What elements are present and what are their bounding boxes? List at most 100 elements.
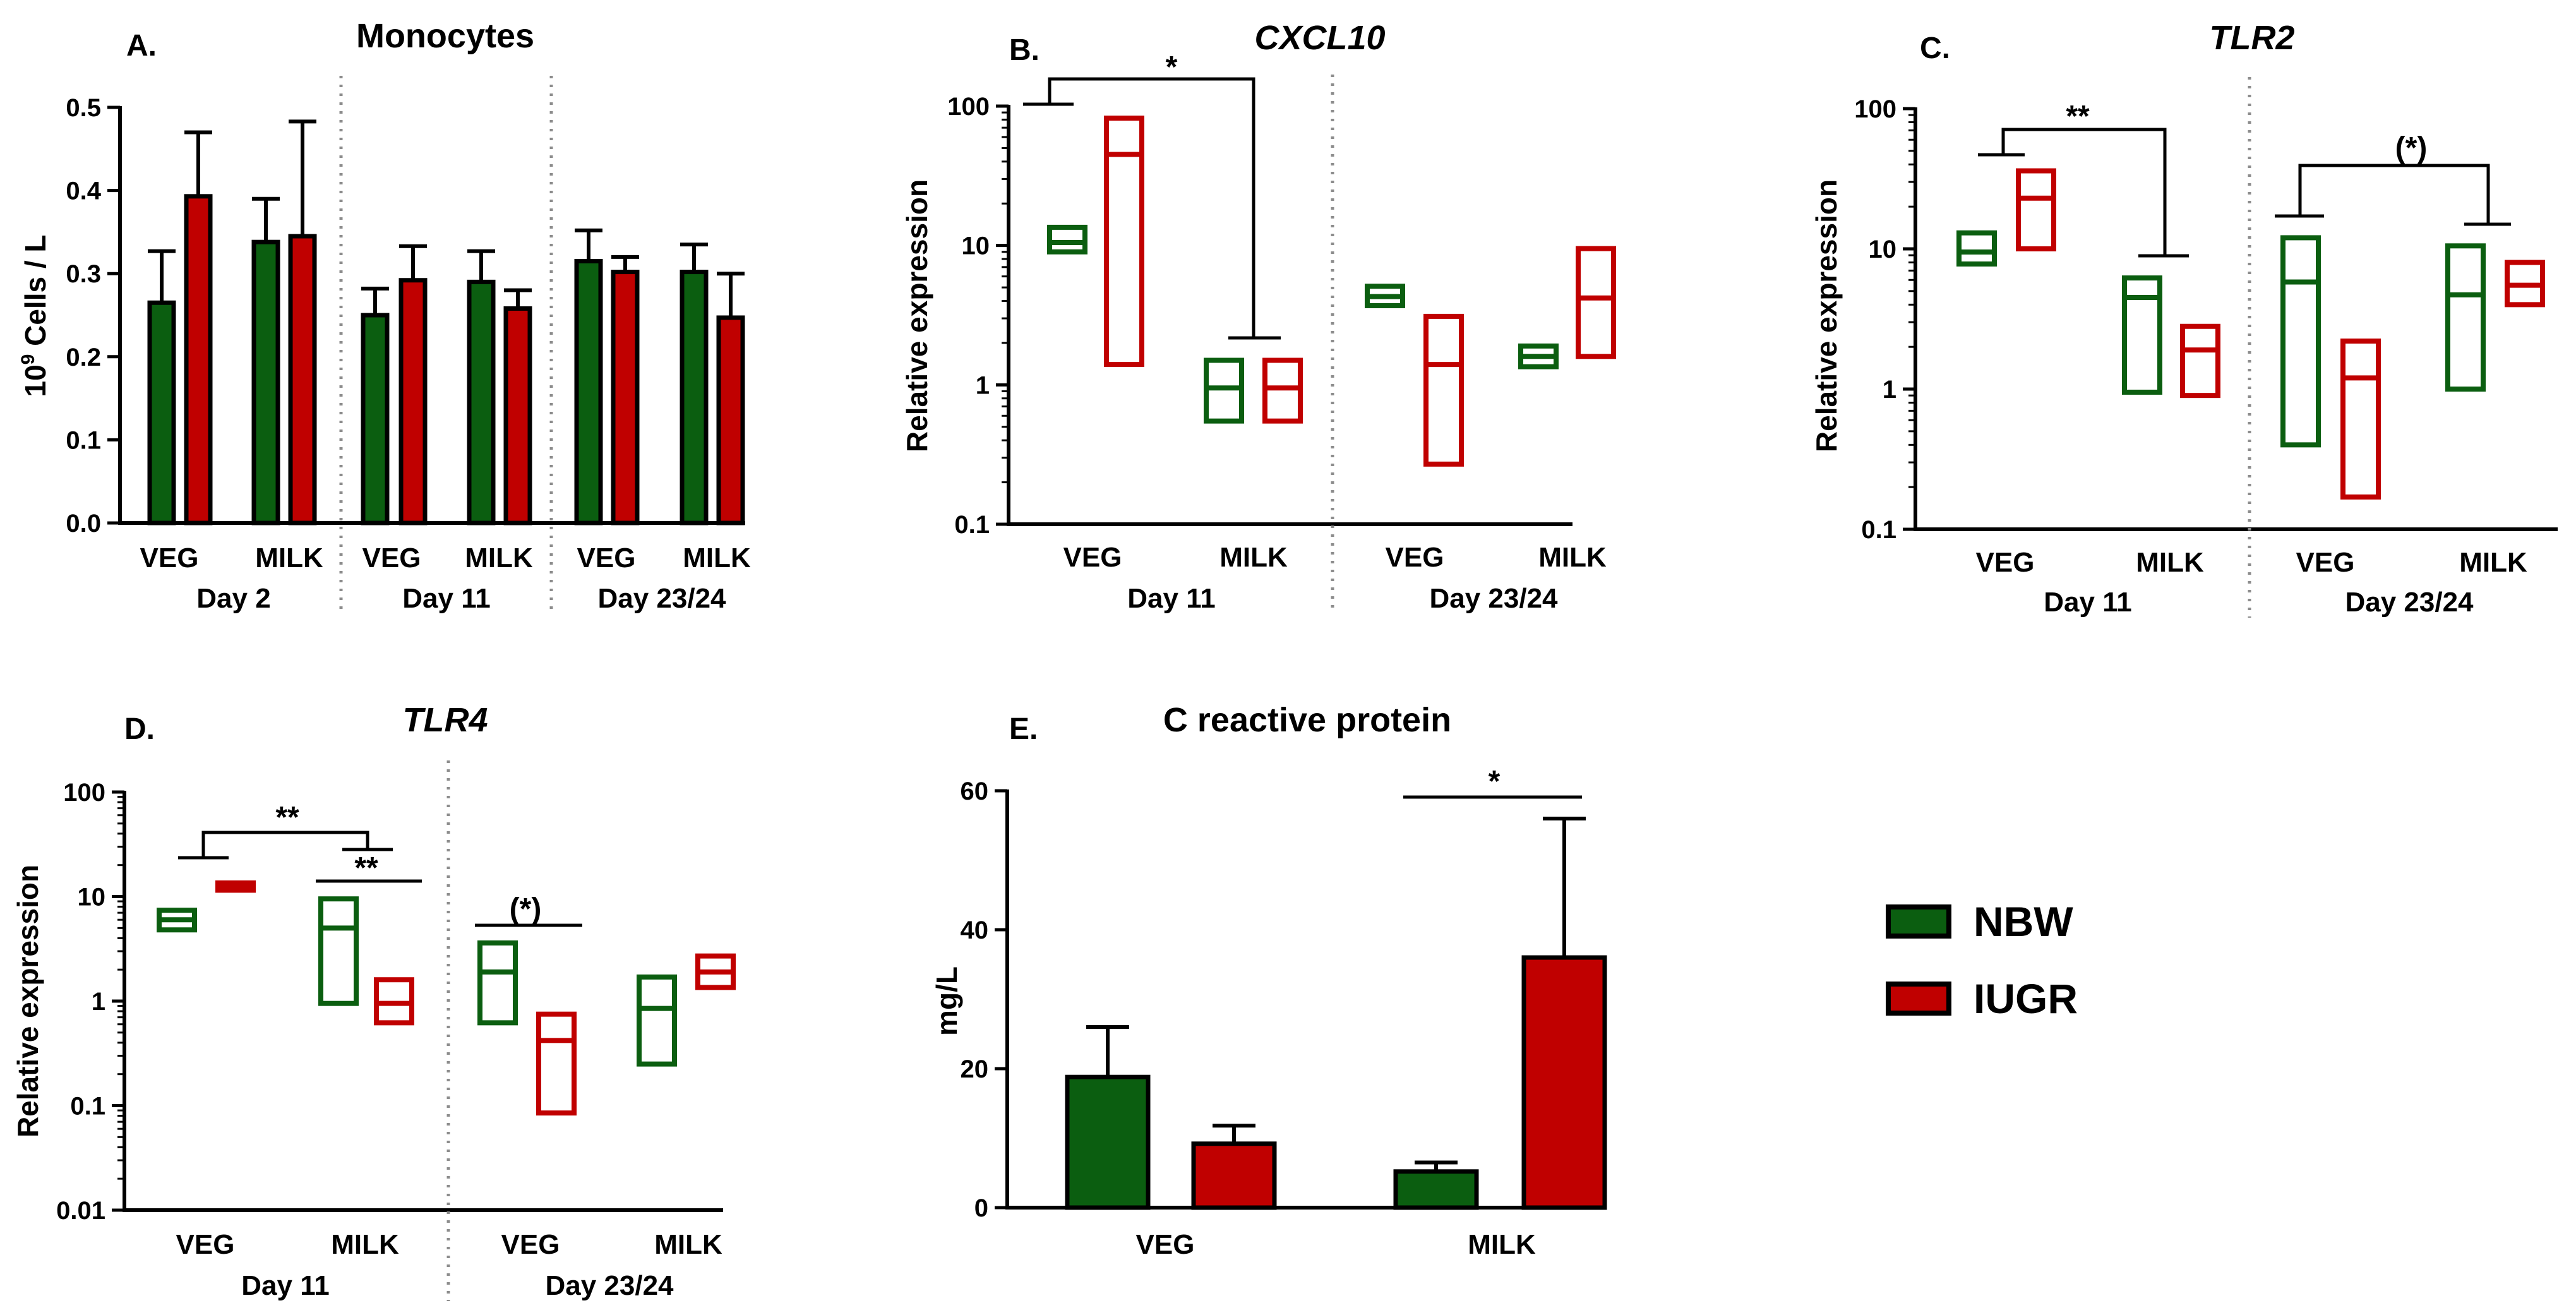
bar-iugr — [184, 194, 213, 525]
significance-bracket — [178, 831, 393, 860]
y-axis-title: 109 Cells / L — [18, 234, 52, 397]
significance-mark: * — [1166, 51, 1178, 84]
bar-nbw — [680, 270, 709, 525]
panel-title: Monocytes — [356, 17, 534, 55]
category-label-milk: MILK — [255, 543, 323, 573]
bar-nbw — [1393, 1169, 1479, 1210]
bar-iugr — [398, 278, 428, 525]
group-label: Day 23/24 — [597, 583, 726, 614]
group-label: Day 11 — [241, 1270, 329, 1301]
legend-label-nbw: NBW — [1974, 898, 2073, 945]
y-tick-label: 0.1 — [954, 511, 990, 539]
category-label-milk: MILK — [1468, 1229, 1536, 1260]
bar-nbw — [467, 279, 496, 525]
category-label-milk: MILK — [331, 1229, 399, 1260]
significance-bracket — [1978, 128, 2189, 258]
significance-mark: * — [1489, 765, 1501, 798]
range-bar-iugr — [1104, 116, 1144, 368]
y-tick-label: 0.4 — [66, 177, 101, 205]
bar-nbw — [361, 313, 390, 525]
range-bar-nbw — [1047, 224, 1087, 255]
bar-iugr — [1191, 1141, 1277, 1210]
y-axis-title: Relative expression — [11, 865, 44, 1138]
group-label: Day 11 — [1127, 583, 1215, 614]
panel-label: C. — [1920, 32, 1950, 65]
significance-mark: ** — [2066, 100, 2090, 133]
bar-nbw — [147, 300, 176, 525]
group-label: Day 23/24 — [1429, 583, 1558, 614]
y-tick-label: 60 — [961, 778, 989, 805]
bar-iugr — [288, 234, 317, 525]
significance-mark: ** — [275, 801, 299, 834]
y-tick-label: 100 — [947, 93, 990, 121]
panel-d-tlr4: 0.01 0.1 1 10 100 D. TLR4 Relative expression VE… — [11, 701, 736, 1301]
panel-title: TLR4 — [403, 701, 488, 739]
group-label: Day 23/24 — [2345, 587, 2474, 618]
y-tick-label: 0.5 — [66, 94, 101, 122]
panel-label: A. — [126, 29, 157, 63]
range-bar-nbw — [1956, 230, 1997, 267]
y-tick-label: 20 — [961, 1055, 989, 1083]
y-tick-label: 0.0 — [66, 510, 101, 537]
category-label-veg: VEG — [1976, 547, 2035, 578]
range-bar-iugr — [2340, 338, 2381, 500]
panel-label: E. — [1009, 712, 1038, 746]
significance-mark: ** — [354, 851, 378, 885]
panel-title: CXCL10 — [1254, 19, 1385, 57]
panel-title: TLR2 — [2210, 19, 2295, 57]
bar-iugr — [716, 315, 745, 525]
category-label-veg: VEG — [2296, 547, 2355, 578]
category-label-milk: MILK — [683, 543, 751, 573]
legend-label-iugr: IUGR — [1974, 975, 2078, 1022]
range-bar-nbw — [1204, 357, 1244, 424]
y-tick-label: 1 — [1883, 376, 1896, 404]
range-bar-iugr — [2180, 323, 2220, 399]
bar-nbw — [251, 239, 280, 525]
y-tick-label: 10 — [1869, 236, 1897, 263]
panel-e-crp: 0 20 40 60 E. C reactive protein mg/L VEG MILK * — [930, 701, 1607, 1260]
y-tick-label: 0.1 — [66, 426, 101, 454]
y-tick-label: 0 — [974, 1194, 988, 1222]
range-bar-iugr — [1576, 246, 1616, 359]
group-label: Day 11 — [402, 583, 490, 614]
y-tick-label: 40 — [961, 916, 989, 944]
category-label-veg: VEG — [1136, 1229, 1195, 1260]
legend: NBW IUGR — [1886, 898, 2078, 1022]
y-tick-label: 10 — [78, 884, 106, 911]
y-tick-label: 100 — [1854, 95, 1896, 123]
range-bar-iugr — [536, 1011, 577, 1116]
group-label: Day 2 — [196, 583, 270, 614]
panel-title: C reactive protein — [1163, 701, 1451, 739]
range-bar-nbw — [637, 974, 677, 1067]
range-bar-nbw — [2122, 275, 2162, 395]
panel-b-cxcl10: 0.1 1 10 100 B. CXCL10 Relative expression VEG M… — [901, 19, 1616, 614]
legend-swatch-nbw — [1886, 904, 1951, 939]
range-bar-iugr — [1262, 357, 1303, 424]
bar-iugr — [1521, 955, 1607, 1210]
category-label-veg: VEG — [1386, 542, 1444, 573]
panel-a-monocytes: 0.0 0.1 0.2 0.3 0.4 0.5 A. Monocytes 109 Cells /… — [18, 17, 751, 614]
y-tick-label: 0.1 — [1861, 516, 1896, 544]
category-label-veg: VEG — [362, 543, 421, 573]
significance-bracket — [2275, 164, 2511, 226]
category-label-veg: VEG — [140, 543, 199, 573]
category-label-milk: MILK — [2459, 547, 2527, 578]
bar-iugr — [611, 270, 640, 525]
panel-c-tlr2: 0.1 1 10 100 C. TLR2 Relative expression VEG MIL… — [1810, 19, 2558, 618]
y-tick-label: 0.01 — [56, 1197, 105, 1225]
y-tick-label: 10 — [962, 232, 990, 260]
y-tick-label: 1 — [92, 988, 105, 1016]
range-bar-nbw — [318, 896, 359, 1006]
y-tick-label: 1 — [976, 371, 990, 399]
panel-label: B. — [1009, 33, 1039, 67]
category-label-milk: MILK — [1219, 542, 1288, 573]
significance-mark: (*) — [2395, 131, 2428, 165]
category-label-milk: MILK — [1538, 542, 1607, 573]
y-tick-label: 0.2 — [66, 344, 101, 371]
panel-label: D. — [124, 712, 155, 746]
bar-nbw — [574, 258, 603, 525]
category-label-milk: MILK — [654, 1229, 722, 1260]
bar-iugr — [503, 306, 532, 525]
y-tick-label: 0.1 — [70, 1093, 105, 1120]
